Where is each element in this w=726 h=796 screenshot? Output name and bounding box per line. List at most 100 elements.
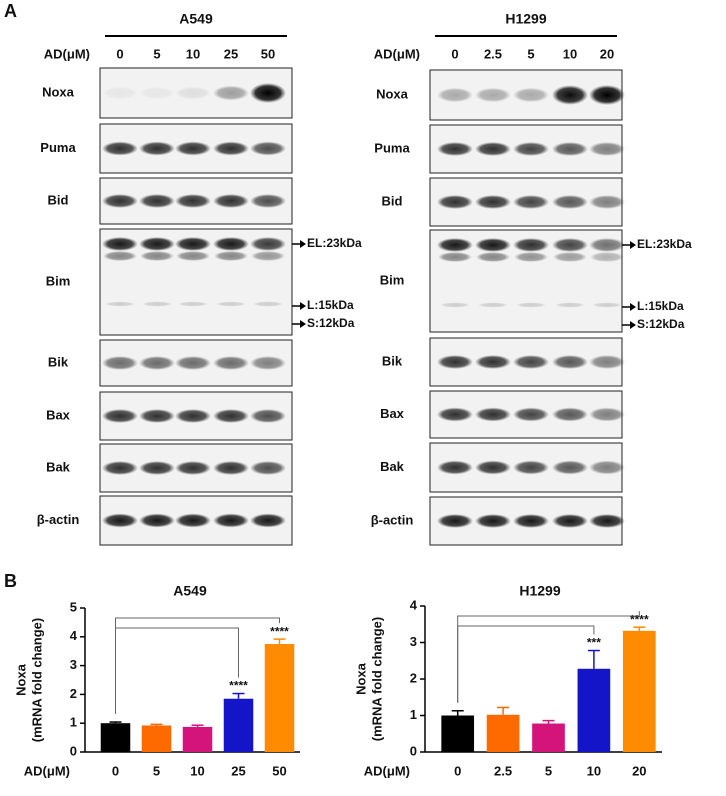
band [516, 302, 546, 308]
band [438, 252, 472, 262]
band [103, 251, 137, 261]
panel-label: B [4, 571, 17, 591]
band [552, 195, 588, 209]
y-tick-label: 5 [70, 599, 77, 614]
y-axis-label: (mRNA fold change) [369, 617, 384, 741]
band [437, 460, 473, 475]
band [475, 87, 511, 103]
band [589, 142, 625, 156]
dose-label: 2.5 [484, 46, 502, 61]
band [552, 142, 588, 156]
band [475, 460, 511, 475]
band [176, 251, 210, 261]
band [476, 252, 510, 262]
dose-label: 50 [261, 46, 275, 61]
marker-label: L:15kDa [307, 298, 354, 312]
band [592, 302, 622, 308]
x-axis-label: AD(μM) [364, 763, 410, 778]
row-label: Bax [380, 406, 405, 421]
band [478, 302, 508, 308]
band [475, 195, 511, 209]
y-tick-label: 3 [410, 634, 417, 649]
row-label: Bax [46, 407, 71, 422]
band [213, 356, 249, 370]
band [175, 513, 211, 528]
marker-arrow-head [300, 302, 306, 310]
band [175, 86, 211, 100]
band [102, 237, 138, 251]
row-label: Bak [380, 459, 405, 474]
marker-label: EL:23kDa [307, 236, 362, 250]
band [589, 85, 625, 105]
marker-label: L:15kDa [637, 299, 684, 313]
bar [486, 714, 520, 752]
band [213, 85, 249, 101]
x-tick-label: 0 [112, 763, 119, 778]
band [142, 301, 172, 307]
band [139, 356, 175, 370]
significance-label: *** [587, 636, 601, 650]
band [250, 513, 286, 528]
cell-line-label: A549 [179, 11, 213, 27]
marker-label: S:12kDa [307, 316, 355, 330]
row-label: Bim [380, 272, 405, 287]
marker-arrow-head [630, 321, 636, 329]
band [102, 356, 138, 370]
y-tick-label: 4 [70, 628, 78, 643]
band [589, 514, 625, 528]
y-tick-label: 4 [410, 597, 418, 612]
dose-axis-label: AD(μM) [374, 46, 420, 61]
significance-bracket [457, 611, 640, 703]
row-label: Noxa [42, 84, 75, 99]
band [552, 514, 588, 528]
band [213, 461, 249, 475]
band [475, 238, 511, 252]
band [250, 141, 286, 156]
band [552, 238, 588, 252]
band [552, 355, 588, 369]
band [475, 514, 511, 528]
row-label: Bid [48, 192, 69, 207]
panel-label: A [4, 1, 17, 21]
band [216, 301, 246, 307]
row-label: Puma [40, 140, 76, 155]
marker-arrow-head [300, 240, 306, 248]
band [514, 252, 548, 262]
row-label: Bid [382, 193, 403, 208]
band [552, 460, 588, 475]
band [513, 514, 549, 528]
significance-bracket [457, 625, 595, 703]
band [175, 356, 211, 370]
x-tick-label: 20 [632, 763, 646, 778]
chart-title: A549 [173, 583, 207, 599]
x-tick-label: 0 [454, 763, 461, 778]
band [253, 301, 283, 307]
y-tick-label: 0 [70, 743, 77, 758]
band [513, 238, 549, 252]
band [102, 86, 138, 100]
cell-line-label: H1299 [505, 11, 546, 27]
band [102, 194, 138, 208]
band [590, 252, 624, 262]
bar [100, 723, 131, 752]
band [552, 407, 588, 422]
band [475, 355, 511, 369]
bar [577, 668, 611, 752]
band [250, 237, 286, 251]
row-label: Noxa [376, 86, 409, 101]
band [589, 238, 625, 252]
band [175, 194, 211, 208]
x-tick-label: 5 [153, 763, 160, 778]
band [139, 194, 175, 208]
band [213, 513, 249, 528]
band [437, 142, 473, 156]
band [139, 461, 175, 475]
significance-bracket [115, 627, 239, 715]
band [250, 461, 286, 475]
band [102, 461, 138, 475]
band [555, 302, 585, 308]
band [513, 355, 549, 369]
band [250, 356, 286, 370]
y-tick-label: 1 [70, 715, 77, 730]
